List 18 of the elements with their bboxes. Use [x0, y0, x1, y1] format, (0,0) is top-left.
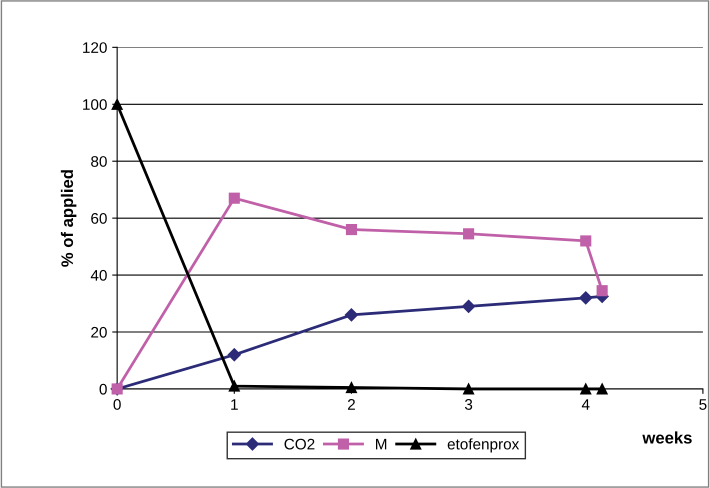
x-tick-label: 4 — [582, 399, 590, 410]
x-tick-label: 1 — [231, 399, 238, 410]
y-tick-label: 80 — [91, 156, 107, 167]
y-tick-label: 40 — [90, 270, 107, 281]
y-tick-label: 20 — [91, 326, 107, 338]
legend-label: etofenprox — [448, 438, 520, 453]
y-tick-label: 60 — [91, 213, 107, 224]
legend-label: CO2 — [284, 438, 314, 450]
x-tick-label: 5 — [699, 399, 707, 410]
y-tick-label: 120 — [83, 42, 107, 54]
x-axis-title: weeks — [642, 431, 692, 444]
x-tick-label: 0 — [114, 399, 121, 410]
x-tick-label: 2 — [348, 399, 355, 410]
x-tick-label: 3 — [464, 399, 472, 410]
y-axis-title: % of applied — [60, 170, 76, 267]
y-tick-label: 0 — [100, 384, 107, 395]
y-tick-label: 100 — [83, 99, 107, 110]
legend-label: M — [376, 438, 386, 450]
